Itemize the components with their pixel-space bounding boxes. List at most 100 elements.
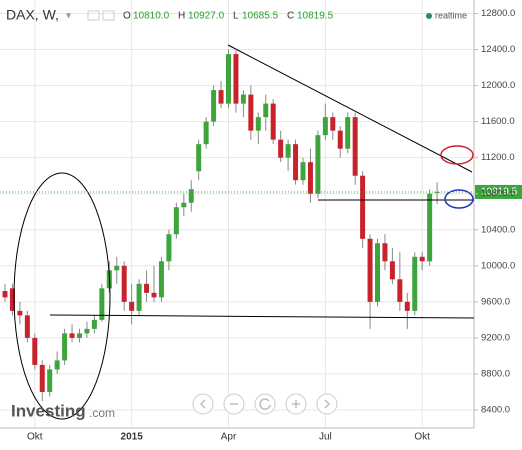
ellipse [444,189,474,209]
nav-buttons [192,393,338,415]
candle-body [69,333,75,338]
candle-body [248,94,254,131]
candle-body [47,369,53,392]
candle-body [84,328,90,334]
ohlc-label: L [233,11,239,22]
candle-body [337,130,343,149]
candle-body [99,288,105,320]
candle-body [322,117,328,136]
candle-body [397,279,403,302]
candle-body [419,256,425,262]
candle-body [196,144,202,172]
y-tick-label: 9200.0 [481,332,510,343]
candle-body [121,265,127,302]
button[interactable] [316,393,338,415]
support-line [49,314,475,319]
candle-body [54,360,60,370]
candle-body [404,301,410,311]
candle-body [307,162,313,194]
candle-body [211,90,217,122]
y-tick-label: 9600.0 [481,296,510,307]
ohlc-value: 10927.0 [188,11,225,22]
candle-body [144,283,150,293]
y-tick-label: 11200.0 [481,152,515,163]
last-price: 10819.5 [0,184,522,199]
y-tick-label: 8400.0 [481,404,510,415]
candle-body [278,139,284,158]
x-tick-label: Apr [221,432,237,443]
ohlc-label: C [287,11,294,22]
candle-body [263,103,269,118]
y-tick-label: 12400.0 [481,44,515,55]
candle-body [233,54,239,104]
dropdown-arrow[interactable]: ▾ [66,11,71,22]
candle-body [389,261,395,280]
ohlc-label: O [123,11,131,22]
candle-body [226,54,231,104]
candle-body [24,315,30,338]
candle-body [91,319,97,329]
button[interactable] [87,10,100,21]
candle-body [412,256,418,311]
candle-body [166,234,172,262]
button[interactable] [102,10,115,21]
x-tick-label: 2015 [121,432,144,443]
y-tick-label: 11600.0 [481,116,515,127]
candle-body [188,189,194,203]
symbol: DAX, W, [6,7,59,23]
status: realtime [435,10,467,20]
price-tag [475,184,522,199]
ellipse [440,145,474,165]
candle-body [114,265,120,271]
y-tick-label: 10400.0 [481,224,515,235]
candle-body [255,117,261,131]
x-tick-label: Jul [319,432,332,443]
ohlc-label: H [178,11,185,22]
candle-body [9,288,15,311]
candle-body [158,261,164,298]
candle-body [77,333,82,338]
candle-body [367,238,373,302]
candle-body [300,162,306,181]
logo: Investing [11,401,86,420]
candle-body [62,333,68,361]
candle-body [218,90,224,104]
icon [324,399,331,409]
y-tick-label: 12800.0 [481,8,515,19]
candle-body [270,103,276,140]
candle-body [427,193,433,262]
logo-suffix: .com [89,406,115,420]
candle-body [17,310,23,316]
candle-body [173,207,179,235]
icon [199,399,206,409]
candle-body [32,337,38,365]
y-tick-label: 10800.0 [481,188,515,199]
ohlc-value: 10819.5 [297,11,334,22]
candle-body [2,291,8,298]
candle-body [151,292,157,298]
icon [292,400,300,408]
candle-body [203,121,209,145]
candle-body [39,364,45,392]
ohlc-value: 10810.0 [133,11,170,22]
candle-body [181,202,187,208]
nav-icons [199,398,331,410]
candle-body [360,175,366,239]
ohlc-value: 10685.5 [242,11,279,22]
trend-line [227,44,473,173]
button[interactable] [192,393,214,415]
button[interactable] [254,393,276,415]
candle-body [240,94,246,104]
y-tick-label: 10000.0 [481,260,515,271]
status-dot [426,13,432,19]
candle-body [285,144,291,158]
y-tick-label: 12000.0 [481,80,515,91]
icon [259,398,271,410]
price-tag-label: 10819.5 [481,187,518,198]
candle-body [375,243,380,302]
candle-body [129,301,135,311]
candle-body [330,117,336,131]
candle-body [434,191,440,193]
